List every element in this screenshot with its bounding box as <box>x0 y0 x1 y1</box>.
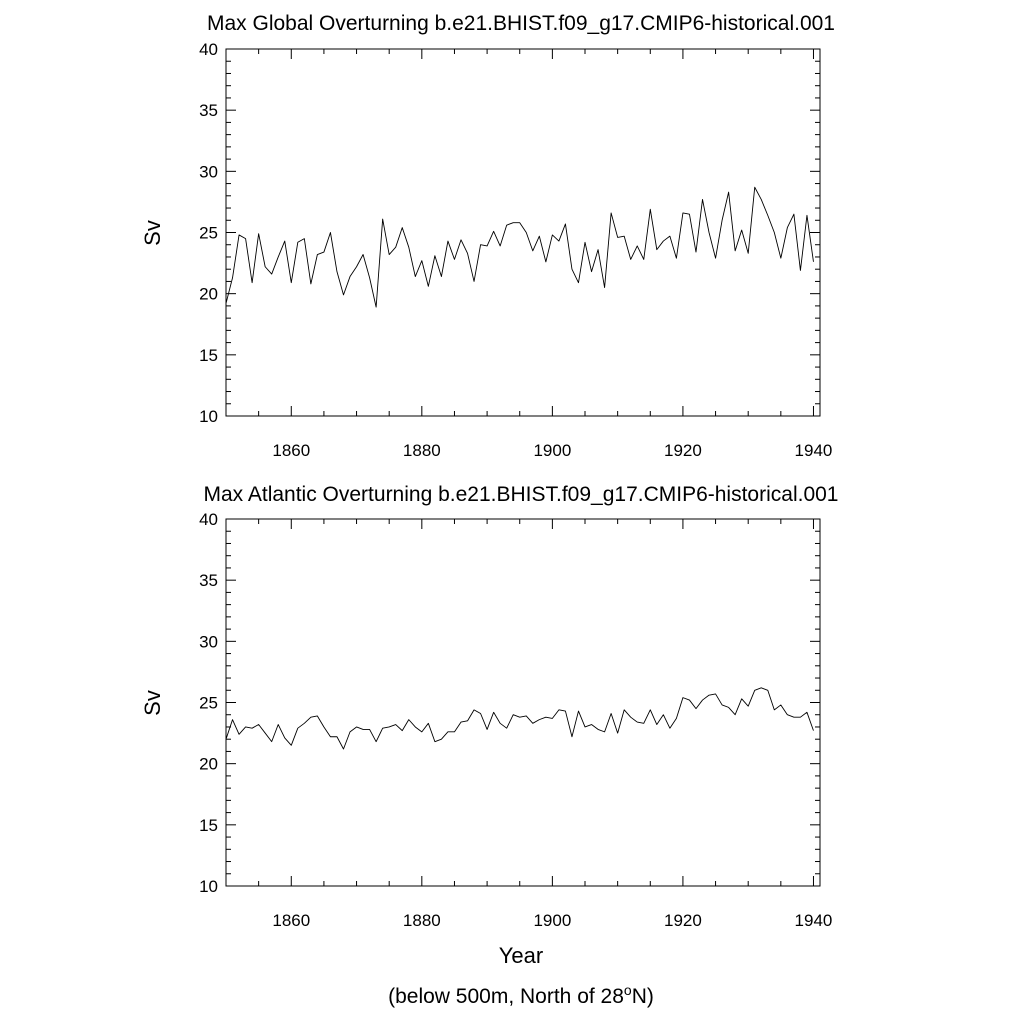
global-x-tick-label: 1880 <box>403 441 441 460</box>
atlantic-overturning-series-line <box>225 687 814 750</box>
atlantic-y-tick-label: 10 <box>199 877 218 896</box>
global-x-tick-label: 1860 <box>272 441 310 460</box>
atlantic-y-tick-label: 35 <box>199 571 218 590</box>
global-y-tick-label: 20 <box>199 285 218 304</box>
atlantic-x-tick-label: 1940 <box>795 911 833 930</box>
global-plot-frame <box>225 48 821 417</box>
atlantic-y-tick-label: 20 <box>199 755 218 774</box>
atlantic-x-tick-label: 1900 <box>533 911 571 930</box>
global-y-axis-label: Sv <box>140 220 165 246</box>
atlantic-tick-labels: 10 15 20 25 30 35 40 1860 1880 1900 1920 1940 <box>199 510 832 930</box>
atlantic-plot-frame <box>225 518 821 887</box>
footnote-end: N) <box>632 985 654 1008</box>
x-axis-label: Year <box>499 943 543 968</box>
footnote-main: (below 500m, North of 28 <box>388 985 624 1008</box>
atlantic-chart-title: Max Atlantic Overturning b.e21.BHIST.f09… <box>204 483 839 506</box>
atlantic-y-tick-label: 40 <box>199 510 218 529</box>
global-y-tick-label: 35 <box>199 101 218 120</box>
atlantic-y-tick-label: 25 <box>199 694 218 713</box>
atlantic-x-tick-label: 1880 <box>403 911 441 930</box>
atlantic-y-tick-label: 30 <box>199 632 218 651</box>
global-y-tick-label: 15 <box>199 346 218 365</box>
atlantic-y-axis-label: Sv <box>140 690 165 716</box>
global-y-tick-label: 40 <box>199 40 218 59</box>
footnote-degree-superscript: o <box>624 982 632 998</box>
global-ticks <box>225 48 820 417</box>
global-x-tick-label: 1900 <box>533 441 571 460</box>
global-y-tick-label: 10 <box>199 407 218 426</box>
global-overturning-panel: Max Global Overturning b.e21.BHIST.f09_g… <box>140 12 835 460</box>
global-overturning-series-line <box>225 186 814 308</box>
atlantic-x-tick-label: 1920 <box>664 911 702 930</box>
atlantic-x-tick-label: 1860 <box>272 911 310 930</box>
global-y-tick-label: 25 <box>199 224 218 243</box>
global-chart-title: Max Global Overturning b.e21.BHIST.f09_g… <box>207 12 835 35</box>
global-x-tick-label: 1940 <box>795 441 833 460</box>
global-y-tick-label: 30 <box>199 162 218 181</box>
atlantic-overturning-panel: Max Atlantic Overturning b.e21.BHIST.f09… <box>140 483 838 930</box>
atlantic-ticks <box>225 518 820 887</box>
global-tick-labels: 10 15 20 25 30 35 40 1860 1880 1900 1920 1940 <box>199 40 832 460</box>
global-x-tick-label: 1920 <box>664 441 702 460</box>
atlantic-y-tick-label: 15 <box>199 816 218 835</box>
footnote: (below 500m, North of 28oN) <box>388 982 654 1008</box>
